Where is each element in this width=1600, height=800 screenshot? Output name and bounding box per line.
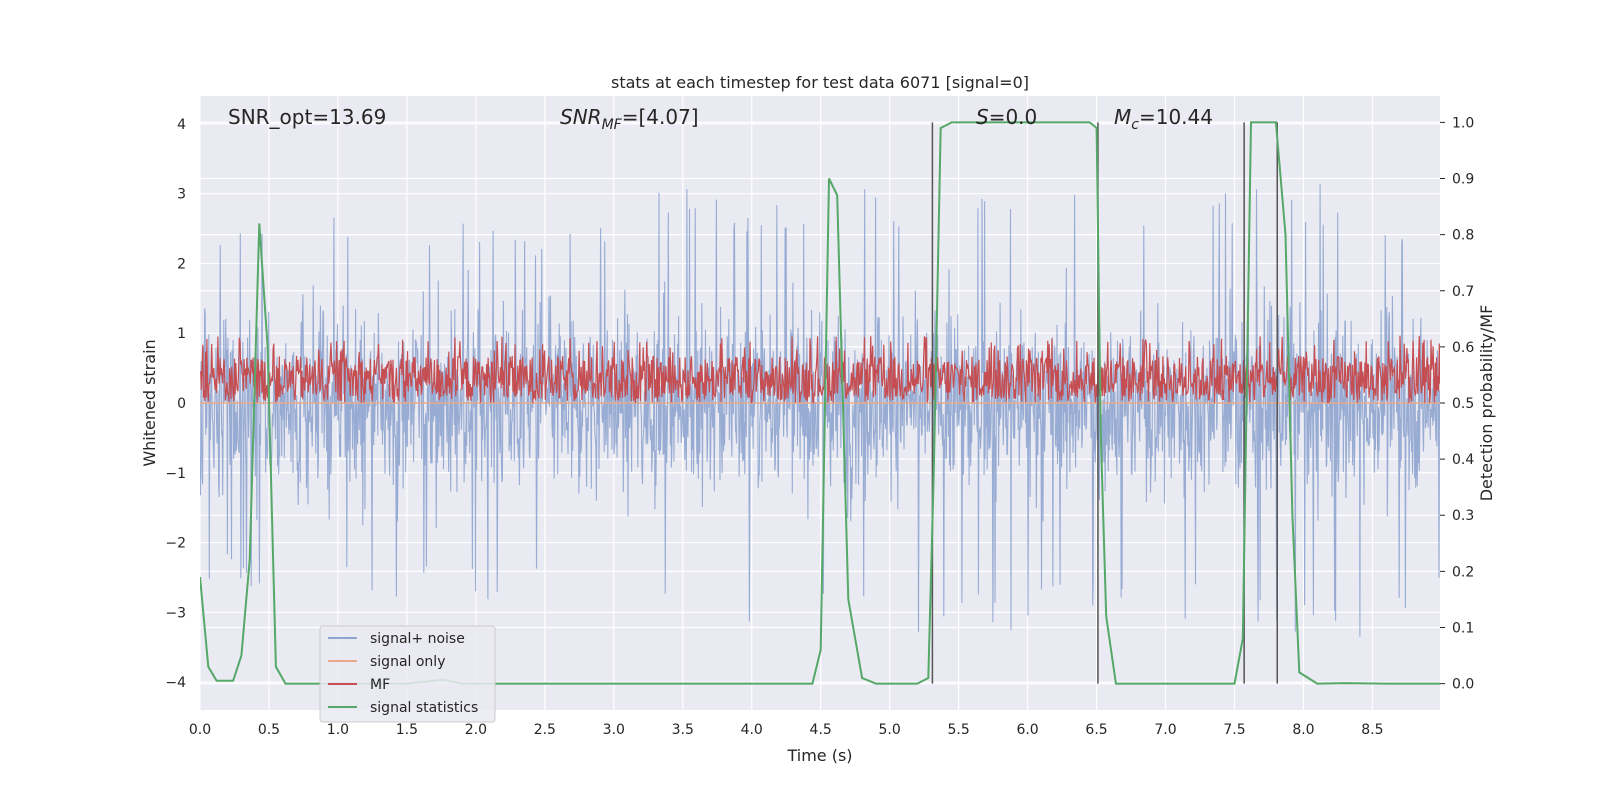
- series-signal-statistics-line: [200, 121, 1440, 685]
- y-left-tick-label: 2: [177, 256, 186, 272]
- chart-title: stats at each timestep for test data 607…: [611, 73, 1029, 92]
- y-right-tick-label: 0.1: [1452, 620, 1474, 636]
- y-left-tick-label: 1: [177, 326, 186, 342]
- y-right-tick-label: 0.5: [1452, 396, 1474, 412]
- x-tick-label: 2.5: [534, 722, 556, 738]
- y-right-tick-label: 0.9: [1452, 172, 1474, 188]
- x-tick-label: 0.5: [258, 722, 280, 738]
- annotation-snr-opt: SNR_opt=13.69: [228, 105, 386, 129]
- x-tick-label: 6.0: [1016, 722, 1038, 738]
- x-tick-label: 5.0: [879, 722, 901, 738]
- x-tick-label: 0.0: [189, 722, 211, 738]
- x-tick-label: 3.5: [672, 722, 694, 738]
- y-right-tick-label: 1.0: [1452, 115, 1474, 131]
- y-right-tick-label: 0.3: [1452, 508, 1474, 524]
- x-tick-label: 7.5: [1223, 722, 1245, 738]
- annotation-mc: Mc=10.44: [1114, 105, 1213, 133]
- annotation-mc-symbol: M: [1114, 105, 1131, 129]
- y-right-tick-label: 0.7: [1452, 284, 1474, 300]
- y-left-tick-label: 0: [177, 396, 186, 412]
- y-right-tick-label: 0.2: [1452, 564, 1474, 580]
- y-right-tick-label: 0.8: [1452, 228, 1474, 244]
- y-axis-label-right: Detection probability/MF: [1477, 305, 1496, 502]
- legend: signal+ noise signal only MF signal stat…: [319, 625, 496, 723]
- legend-label-signal-noise: signal+ noise: [370, 631, 465, 647]
- x-tick-label: 7.0: [1154, 722, 1176, 738]
- annotation-mc-value: =10.44: [1139, 105, 1213, 129]
- legend-label-signal-statistics: signal statistics: [370, 700, 478, 716]
- legend-box: [319, 625, 496, 723]
- annotation-s-value: =0.0: [989, 105, 1038, 129]
- x-tick-label: 1.0: [327, 722, 349, 738]
- x-tick-label: 2.0: [465, 722, 487, 738]
- x-tick-label: 3.0: [603, 722, 625, 738]
- data-layer: [200, 121, 1440, 685]
- annotation-snr-mf-value: =[4.07]: [622, 105, 699, 129]
- y-right-tick-label: 0.6: [1452, 340, 1474, 356]
- x-tick-label: 5.5: [947, 722, 969, 738]
- annotation-s: S=0.0: [976, 105, 1037, 129]
- y-left-tick-label: 3: [177, 187, 186, 203]
- annotation-snr-mf: SNRMF=[4.07]: [560, 105, 699, 133]
- series-mf-line: [200, 335, 1440, 404]
- x-tick-label: 8.0: [1292, 722, 1314, 738]
- tick-labels: 0.0 0.5 1.0 1.5 2.0 2.5 3.0 3.5 4.0 4.5 5.0 5.5 6.0 6…: [165, 115, 1474, 738]
- series-signal-noise-line: [200, 184, 1440, 637]
- x-tick-label: 4.5: [810, 722, 832, 738]
- y-left-tick-label: −4: [165, 675, 186, 691]
- y-right-tick-label: 0.4: [1452, 452, 1474, 468]
- y-axis-label-left: Whitened strain: [140, 339, 159, 466]
- x-tick-label: 1.5: [396, 722, 418, 738]
- annotation-snr-mf-subscript: MF: [602, 117, 623, 133]
- x-axis-label: Time (s): [786, 746, 852, 765]
- annotation-mc-subscript: c: [1131, 117, 1139, 133]
- annotation-s-symbol: S: [976, 105, 989, 129]
- y-left-tick-label: 4: [177, 117, 186, 133]
- y-left-tick-label: −3: [165, 605, 186, 621]
- y-right-tick-label: 0.0: [1452, 677, 1474, 693]
- legend-label-signal-only: signal only: [370, 654, 445, 670]
- y-left-tick-label: −1: [165, 466, 186, 482]
- x-tick-label: 6.5: [1085, 722, 1107, 738]
- y-left-tick-label: −2: [165, 536, 186, 552]
- x-tick-label: 8.5: [1361, 722, 1383, 738]
- annotation-snr-mf-symbol: SNR: [560, 105, 602, 129]
- x-tick-label: 4.0: [741, 722, 763, 738]
- legend-label-mf: MF: [370, 677, 390, 693]
